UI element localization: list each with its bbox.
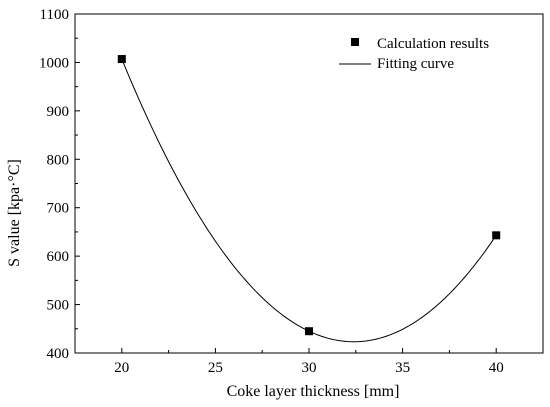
y-tick-label: 800 bbox=[47, 152, 70, 168]
legend-label-calculation-results: Calculation results bbox=[377, 36, 489, 52]
x-axis-ticks: 20 25 30 35 40 bbox=[114, 348, 504, 376]
plot-area-border bbox=[74, 13, 544, 354]
x-tick-label: 20 bbox=[114, 360, 129, 376]
x-tick-label: 25 bbox=[208, 360, 223, 376]
fitting-curve-layer bbox=[121, 58, 497, 343]
x-tick-label: 30 bbox=[302, 360, 317, 376]
y-tick-label: 1000 bbox=[39, 55, 69, 71]
data-point bbox=[492, 231, 501, 240]
data-point bbox=[117, 55, 126, 64]
y-tick-label: 500 bbox=[47, 298, 70, 314]
y-tick-label: 700 bbox=[47, 201, 70, 217]
legend-marker-calculation-results bbox=[351, 38, 359, 46]
plot-frame bbox=[74, 13, 544, 354]
fitting-curve bbox=[121, 58, 497, 343]
y-tick-label: 900 bbox=[47, 104, 70, 120]
y-tick-label: 1100 bbox=[40, 7, 69, 23]
legend: Calculation results Fitting curve bbox=[339, 36, 489, 72]
x-tick-label: 40 bbox=[489, 360, 504, 376]
y-tick-label: 600 bbox=[47, 249, 70, 265]
y-axis-ticks: 400 500 600 700 800 900 1000 1100 bbox=[39, 7, 80, 362]
data-points-layer bbox=[117, 55, 501, 336]
x-tick-label: 35 bbox=[395, 360, 410, 376]
x-axis-label: Coke layer thickness [mm] bbox=[227, 383, 400, 400]
data-point bbox=[305, 327, 313, 336]
y-tick-label: 400 bbox=[47, 346, 70, 362]
legend-label-fitting-curve: Fitting curve bbox=[377, 56, 454, 72]
y-axis-label: S value [kpa·°C] bbox=[6, 159, 23, 267]
